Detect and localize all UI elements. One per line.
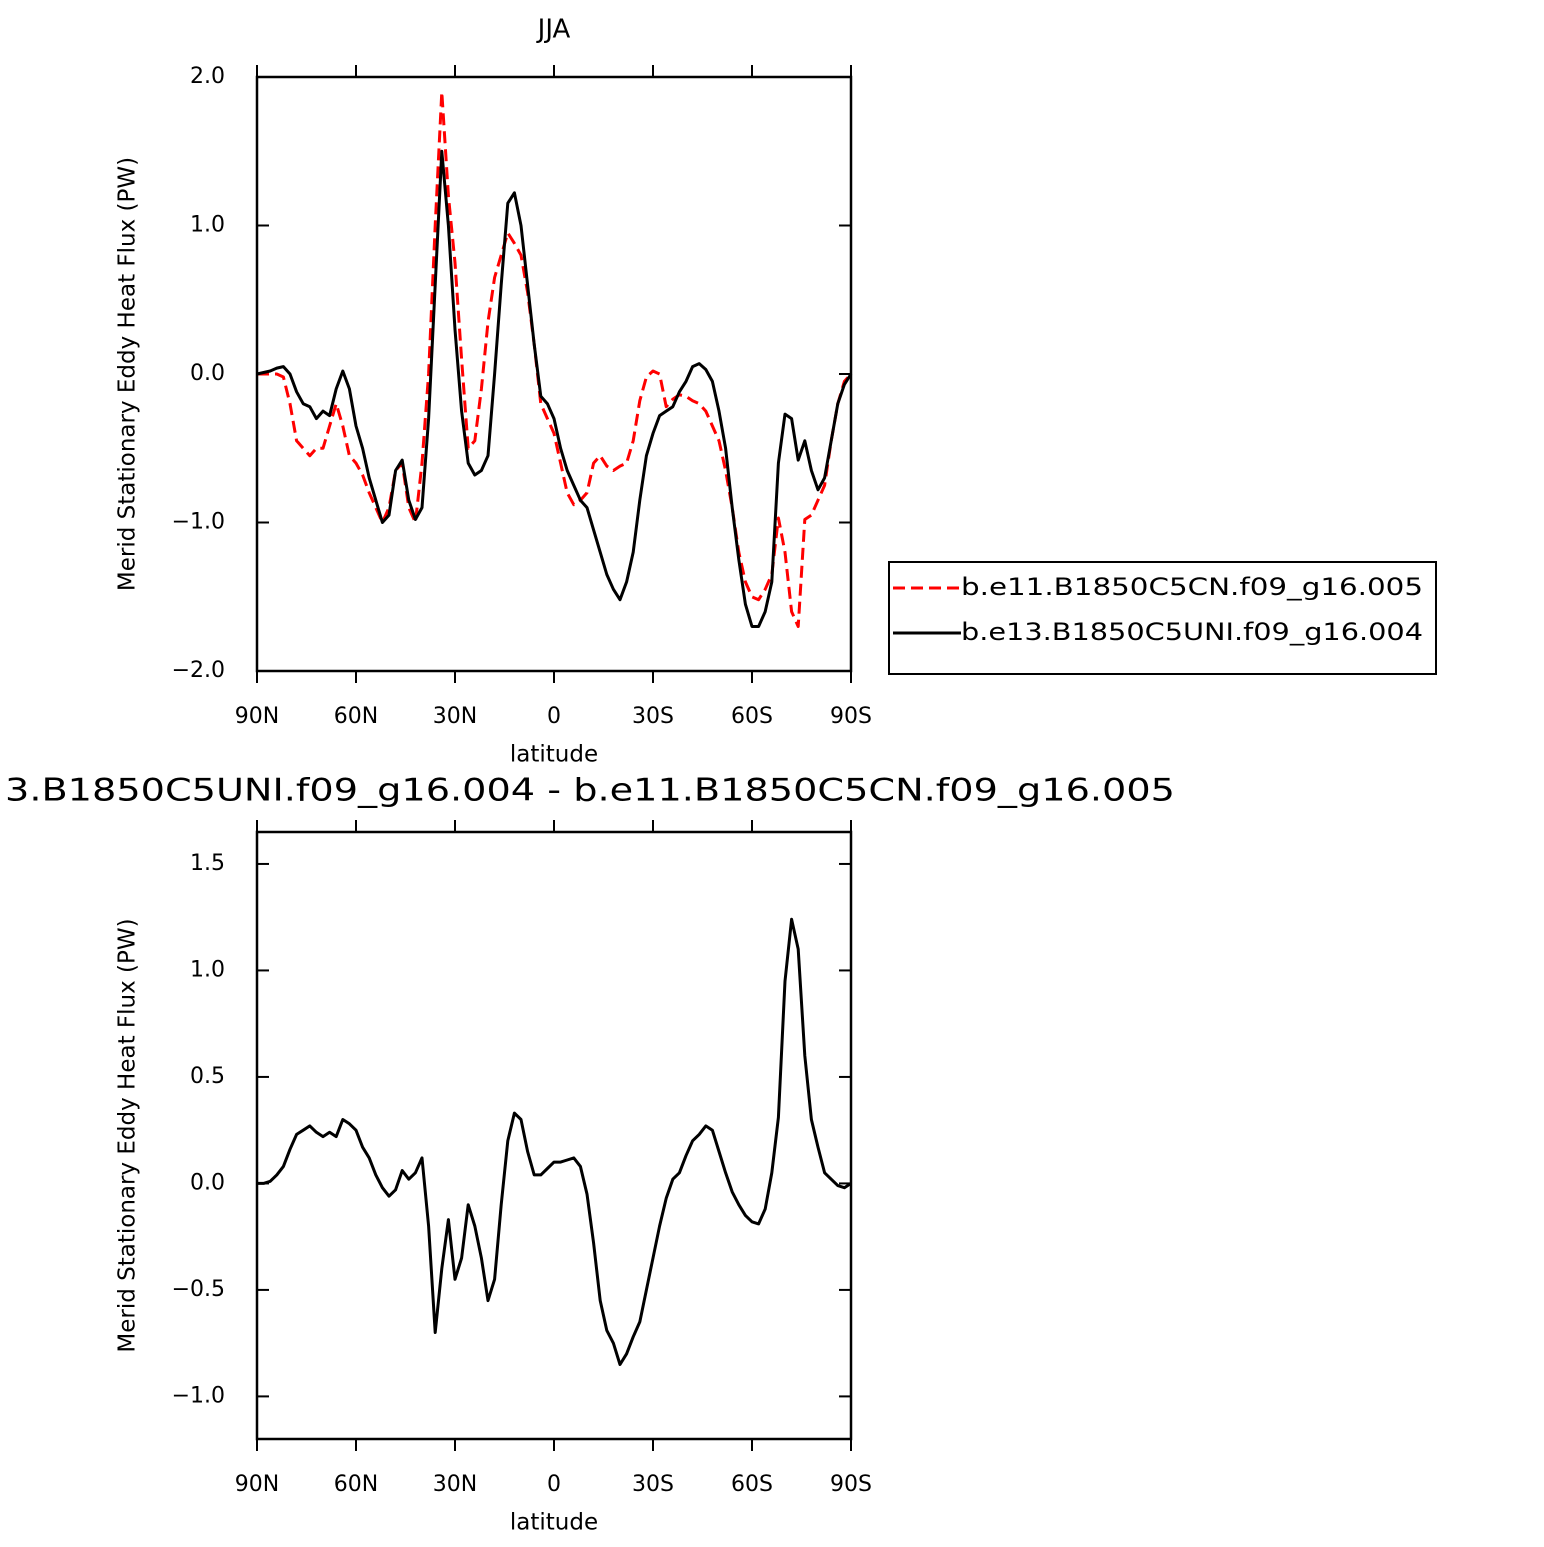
- x-axis-label: latitude: [510, 742, 598, 768]
- plot-frame: [255, 75, 853, 673]
- x-tick-label: 90S: [830, 704, 872, 729]
- x-tick-label: 30S: [632, 704, 674, 729]
- y-tick-label: 0.5: [190, 1064, 225, 1089]
- y-tick-label: −0.5: [172, 1277, 225, 1302]
- x-tick-label: 90S: [830, 1472, 872, 1497]
- data-line: [257, 90, 853, 628]
- y-tick-label: 2.0: [190, 64, 225, 89]
- y-tick-label: 0.0: [190, 361, 225, 386]
- x-tick-label: 30N: [433, 1472, 477, 1497]
- data-line: [256, 149, 853, 628]
- x-tick-label: 0: [547, 704, 561, 729]
- x-tick-label: 30S: [632, 1472, 674, 1497]
- plot-frame: [255, 830, 853, 1441]
- x-tick-label: 0: [547, 1472, 561, 1497]
- chart-title: JJA: [536, 15, 571, 45]
- y-tick-label: −1.0: [172, 510, 225, 535]
- legend-box: [888, 561, 1437, 675]
- y-tick-label: −2.0: [172, 658, 225, 683]
- x-axis-label: latitude: [510, 1510, 598, 1536]
- legend-label: b.e11.B1850C5CN.f09_g16.005: [961, 573, 1423, 601]
- y-tick-label: 1.0: [190, 213, 225, 238]
- x-tick-label: 30N: [433, 704, 477, 729]
- x-tick-label: 60S: [731, 1472, 773, 1497]
- legend-label: b.e13.B1850C5UNI.f09_g16.004: [961, 618, 1423, 646]
- chart-title: 3.B1850C5UNI.f09_g16.004 - b.e11.B1850C5…: [5, 773, 1175, 809]
- y-tick-label: 1.5: [190, 851, 225, 876]
- y-axis-label: Merid Stationary Eddy Heat Flux (PW): [115, 157, 141, 591]
- y-tick-label: −1.0: [172, 1383, 225, 1408]
- x-tick-label: 90N: [235, 1472, 279, 1497]
- data-line: [257, 917, 852, 1366]
- x-tick-label: 60S: [731, 704, 773, 729]
- x-tick-label: 90N: [235, 704, 279, 729]
- y-tick-label: 0.0: [190, 1170, 225, 1195]
- y-tick-label: 1.0: [190, 957, 225, 982]
- x-tick-label: 60N: [334, 704, 378, 729]
- x-tick-label: 60N: [334, 1472, 378, 1497]
- y-axis-label: Merid Stationary Eddy Heat Flux (PW): [115, 918, 141, 1352]
